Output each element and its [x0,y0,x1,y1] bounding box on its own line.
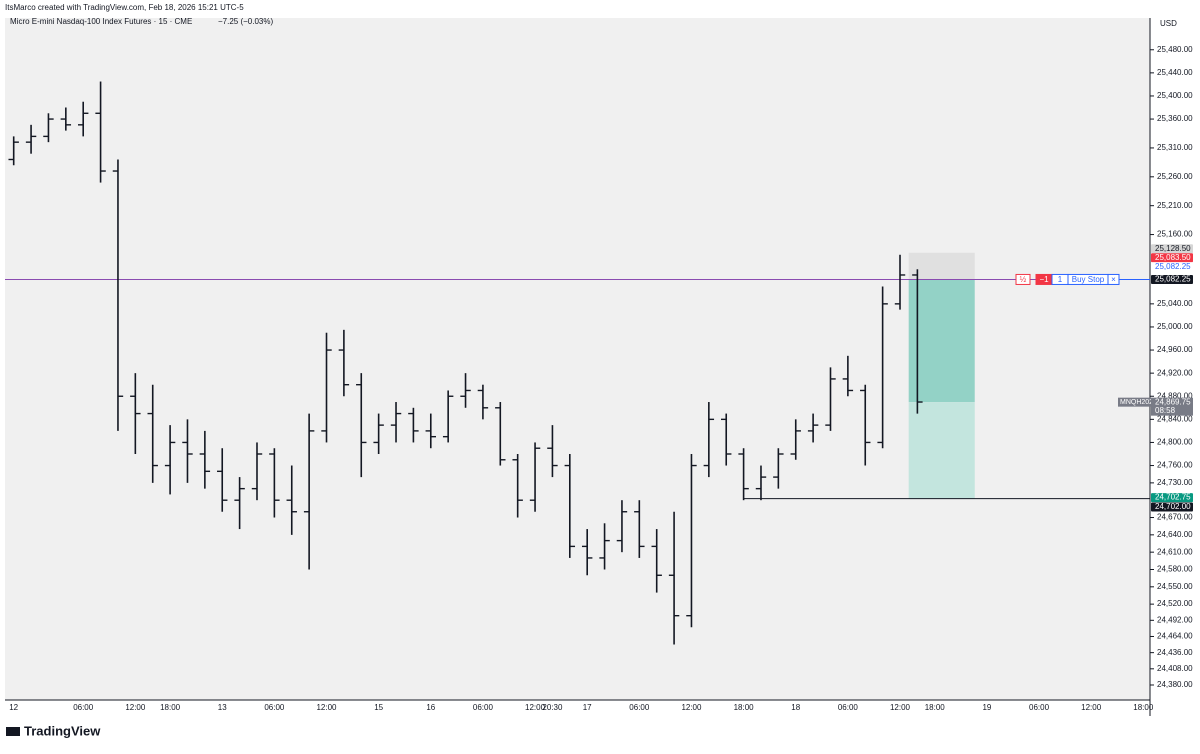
y-tick-label: 24,640.00 [1157,530,1193,539]
x-tick-label: 18:00 [1133,703,1154,712]
y-tick-label: 25,260.00 [1157,172,1193,181]
y-tick-label: 24,960.00 [1157,345,1193,354]
axis-label: 25,082.25 [1155,262,1191,271]
x-tick-label: 18:00 [925,703,946,712]
y-tick-label: 24,760.00 [1157,461,1193,470]
order-qty: 1 [1058,275,1063,284]
x-tick-label: 12:00 [316,703,337,712]
price-tag-label: 24,869.75 [1155,397,1191,406]
x-tick-label: 19 [982,703,991,712]
y-tick-label: 25,000.00 [1157,322,1193,331]
price-tag-countdown: 08:58 [1155,406,1176,415]
y-tick-label: 25,360.00 [1157,114,1193,123]
axis-label: 24,702.00 [1155,502,1191,511]
y-tick-label: 24,730.00 [1157,478,1193,487]
price-tag-symbol-bg [1118,397,1151,407]
axis-label-bg [1151,493,1193,503]
axis-label: 24,702.75 [1155,493,1191,502]
y-tick-label: 24,800.00 [1157,438,1193,447]
legend: Micro E-mini Nasdaq-100 Index Futures · … [10,17,192,26]
order-half: ½ [1020,275,1027,284]
stop-zone [908,252,975,280]
price-tag-bg [1151,397,1193,416]
order-half-box [1015,273,1031,285]
x-tick-label: 15 [374,703,383,712]
x-tick-label: 06:00 [473,703,494,712]
y-tick-label: 24,492.00 [1157,615,1193,624]
x-tick-label: 13 [218,703,227,712]
y-tick-label: 25,400.00 [1157,91,1193,100]
axis-label-bg [1151,262,1193,272]
y-tick-label: 24,880.00 [1157,391,1193,400]
y-tick-label: 24,840.00 [1157,414,1193,423]
order-close: × [1111,275,1116,284]
axis-label-bg [1151,502,1193,512]
y-tick-label: 25,440.00 [1157,68,1193,77]
y-tick-label: 24,550.00 [1157,582,1193,591]
y-tick-label: 25,480.00 [1157,45,1193,54]
axis-label-bg [1151,244,1193,254]
logo-text: TradingView [24,723,101,738]
x-tick-label: 06:00 [264,703,285,712]
axis-label-bg [1151,253,1193,263]
credit: ItsMarco created with TradingView.com, F… [5,3,244,12]
y-tick-label: 24,580.00 [1157,565,1193,574]
y-tick-label: 24,670.00 [1157,513,1193,522]
x-tick-label: 18:00 [160,703,181,712]
x-tick-label: 06:00 [1029,703,1050,712]
y-tick-label: 24,520.00 [1157,599,1193,608]
x-tick-label: 20:30 [542,703,563,712]
x-tick-label: 18 [791,703,800,712]
y-tick-label: 24,380.00 [1157,680,1193,689]
order-qty-change: −1 [1039,275,1049,284]
y-tick-label: 25,160.00 [1157,230,1193,239]
order-type: Buy Stop [1072,275,1105,284]
target-zone [908,402,975,499]
y-tick-label: 24,920.00 [1157,368,1193,377]
x-tick-label: 06:00 [838,703,859,712]
x-tick-label: 06:00 [629,703,650,712]
x-tick-label: 12:00 [681,703,702,712]
x-tick-label: 18:00 [734,703,755,712]
y-tick-label: 24,408.00 [1157,664,1193,673]
y-tick-label: 24,464.00 [1157,632,1193,641]
x-tick-label: 12:00 [1081,703,1102,712]
y-tick-label: 24,436.00 [1157,648,1193,657]
logo-icon [6,727,20,736]
x-tick-label: 16 [426,703,435,712]
logo: TradingView [6,723,101,738]
y-tick-label: 24,610.00 [1157,547,1193,556]
x-tick-label: 06:00 [73,703,94,712]
axis-label: 25,128.50 [1155,244,1191,253]
change: −7.25 (−0.03%) [218,17,273,26]
price-tag-symbol: MNQH2026 [1120,399,1157,406]
y-tick-label: 25,040.00 [1157,299,1193,308]
plot-area [5,18,1150,700]
axis-label: 25,082.25 [1155,275,1191,284]
currency: USD [1160,19,1177,28]
profit-zone [908,279,975,403]
x-tick-label: 12:00 [125,703,146,712]
x-tick-label: 17 [583,703,592,712]
x-tick-label: 12:00 [890,703,911,712]
y-tick-label: 25,210.00 [1157,201,1193,210]
x-tick-label: 12 [9,703,18,712]
axis-label-bg [1151,274,1193,284]
x-tick-label: 12:00 [525,703,546,712]
y-tick-label: 25,310.00 [1157,143,1193,152]
axis-label: 25,083.50 [1155,253,1191,262]
